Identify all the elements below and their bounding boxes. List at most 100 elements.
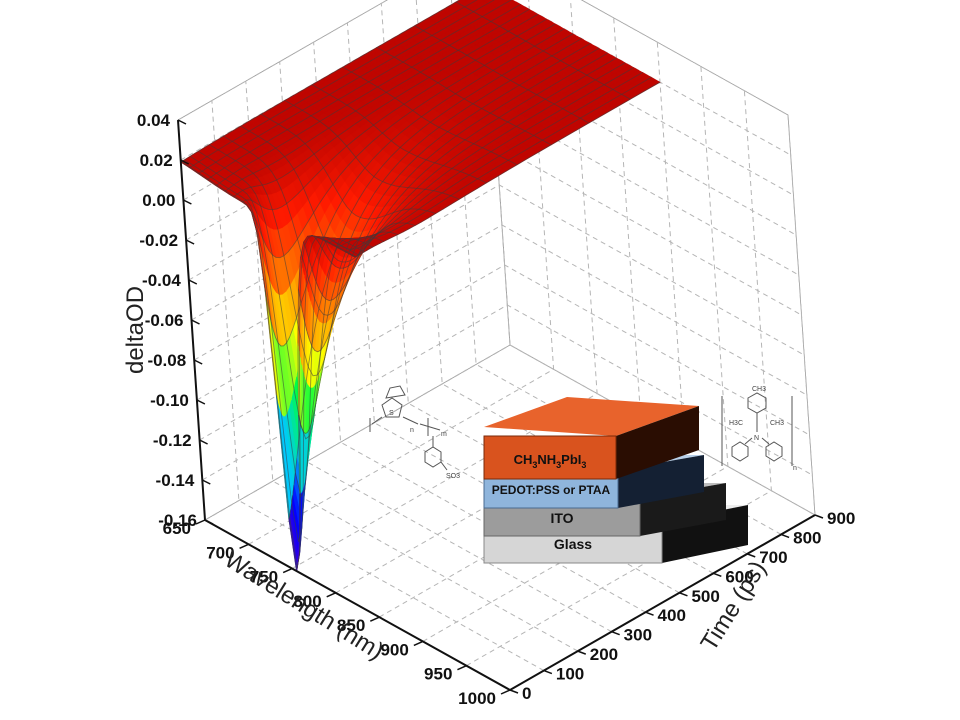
surface-wavelength-line (299, 38, 582, 555)
z-tick-mark (193, 359, 203, 365)
pedot-n-sub: n (410, 427, 414, 434)
y-tick-mark (713, 572, 722, 578)
y-tick-label: 600 (725, 567, 753, 586)
z-tick-label: -0.08 (147, 351, 186, 370)
y-tick-mark (746, 553, 756, 558)
surface-wavelength-line (215, 4, 521, 187)
x-tick-mark (413, 640, 424, 647)
ptaa-ch3-right: CH3 (770, 420, 784, 427)
z-tick-label: 0.02 (140, 151, 173, 170)
z-tick-mark (201, 479, 211, 485)
ptaa-n-sub: n (793, 465, 797, 472)
z-tick-mark (199, 439, 208, 445)
z-tick-mark (188, 279, 198, 285)
y-tick-mark (611, 630, 620, 636)
z-tick-label: 0.00 (142, 191, 175, 210)
surface-wavelength-line (311, 57, 617, 269)
surface-wavelength-line (180, 0, 461, 163)
z-tick-mark (204, 519, 214, 525)
surface-wavelength-line (337, 72, 643, 249)
z-tick-mark (180, 159, 190, 165)
surface-wavelength-line (189, 0, 478, 169)
device-stack-inset: Glass ITO PEDOT:PSS or PTAA CH3NH3PbI3 (483, 397, 748, 564)
z-tick-mark (191, 319, 200, 325)
ptaa-structure: CH3 H3C CH3 N n (721, 386, 797, 472)
x-tick-label: 750 (250, 568, 278, 587)
ptaa-ch3-top: CH3 (752, 386, 766, 393)
z-tick-label: -0.10 (150, 391, 189, 410)
z-tick-mark (177, 119, 187, 125)
y-tick-label: 0 (522, 684, 531, 703)
z-tick-label: -0.16 (158, 511, 197, 530)
z-gridline (177, 0, 789, 121)
surface-wavelength-line (320, 62, 626, 250)
x-tick-mark (500, 689, 511, 695)
pedot-s-label: S (389, 410, 394, 417)
x-tick-label: 900 (380, 640, 408, 659)
y-tick-label: 900 (827, 509, 855, 528)
surface-wavelength-line (264, 28, 565, 347)
y-tick-mark (645, 611, 654, 616)
surface-wavelength-line (298, 47, 600, 353)
x-tick-label: 850 (337, 616, 365, 635)
z-tick-mark (185, 239, 195, 245)
surface-wavelength-line (288, 33, 574, 519)
pedot-so3-label: SO3 (446, 473, 460, 480)
y-gridline (211, 100, 545, 672)
z-tick-mark (183, 199, 192, 205)
surface-wavelength-line (298, 43, 591, 435)
pedot-label: PEDOT:PSS or PTAA (492, 483, 611, 497)
y-tick-mark (679, 592, 688, 597)
pedot-m-sub: m (441, 431, 447, 438)
x-axis-title: Wavelength (nm) (220, 546, 389, 665)
surface-wavelength-line (250, 23, 556, 259)
surface-wavelength-line (241, 18, 547, 211)
surface-wavelength-line (354, 81, 661, 258)
y-tick-label: 500 (691, 587, 719, 606)
y-tick-mark (814, 514, 824, 519)
x-tick-label: 1000 (458, 689, 496, 708)
y-tick-label: 100 (556, 665, 584, 684)
z-tick-label: -0.02 (139, 231, 178, 250)
y-tick-label: 800 (793, 528, 821, 547)
z-axis-title: deltaOD (122, 286, 149, 374)
x-tick-label: 800 (293, 592, 321, 611)
y-tick-mark (780, 533, 790, 539)
glass-label: Glass (554, 536, 592, 552)
pedot-structure: S n m SO3 (369, 385, 460, 480)
z-tick-label: -0.06 (145, 311, 184, 330)
x-tick-mark (282, 567, 293, 574)
y-tick-mark (509, 689, 519, 694)
y-tick-label: 700 (759, 548, 787, 567)
ito-label: ITO (550, 510, 573, 526)
z-tick-label: -0.14 (156, 471, 195, 490)
z-tick-label: -0.12 (153, 431, 192, 450)
surface-wavelength-line (328, 67, 635, 244)
surface-wavelength-line (206, 0, 513, 181)
x-tick-mark (195, 519, 206, 525)
surface-wavelength-line (224, 8, 530, 192)
z-tick-label: 0.04 (137, 111, 171, 130)
x-tick-label: 700 (206, 543, 234, 562)
x-tick-label: 950 (424, 665, 452, 684)
y-tick-mark (543, 669, 553, 675)
z-tick-label: -0.04 (142, 271, 181, 290)
ptaa-h3c: H3C (729, 420, 743, 427)
perovskite-layer: CH3NH3PbI3 (483, 397, 699, 480)
surface-wavelength-line (346, 76, 652, 253)
x-tick-mark (457, 665, 467, 671)
perovskite-label: CH3NH3PbI3 (514, 452, 587, 470)
z-tick-mark (196, 399, 206, 405)
tick-labels: 0.04 0.02 0.00 -0.02 -0.04 -0.06 -0.08 -0.10 -0.… (137, 111, 855, 708)
y-tick-label: 300 (624, 626, 652, 645)
x-tick-mark (369, 616, 380, 622)
y-tick-label: 400 (658, 606, 686, 625)
x-tick-mark (239, 543, 249, 549)
ptaa-n-label: N (754, 435, 759, 442)
surface-wavelength-line (233, 13, 539, 198)
x-tick-mark (326, 592, 337, 598)
surface-plot (180, 0, 661, 572)
surface-wavelength-line (198, 0, 495, 175)
y-tick-mark (577, 650, 587, 655)
